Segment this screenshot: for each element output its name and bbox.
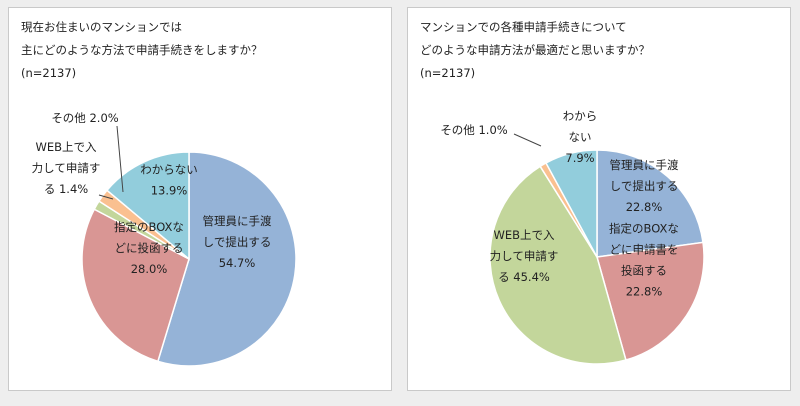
slice-label-line: その他 1.0%	[440, 123, 507, 137]
slice-label-line: その他 2.0%	[51, 111, 118, 125]
chart-panel-left: 現在お住まいのマンションでは 主にどのような方法で申請手続きをしますか？ (n=…	[8, 7, 392, 391]
pie-slice	[156, 151, 297, 367]
slice-label-line: わから	[563, 109, 598, 123]
slice-label-line: 13.9%	[151, 184, 188, 198]
pie-slice	[105, 151, 190, 261]
chart-subtitle: (n=2137)	[21, 66, 77, 80]
pie-chart-right: 管理員に手渡しで提出する 22.8% 指定のBOXなどに申請書を投函する 22.8% W…	[440, 109, 705, 365]
slice-label-line: 指定のBOXな	[609, 222, 679, 236]
slice-label-line: しで提出する	[203, 235, 272, 249]
slice-label-line: わからない	[140, 163, 198, 177]
slice-label-line: 7.9%	[565, 151, 594, 165]
leader-line	[98, 194, 114, 200]
pie-slice	[81, 208, 190, 363]
slice-label-line: 22.8%	[626, 200, 663, 214]
slice-label-line: WEB上で入	[493, 228, 555, 242]
slice-label-line: 管理員に手渡	[610, 158, 679, 172]
slice-label-line: 力して申請す	[490, 249, 559, 263]
slice-label-line: どに投函する	[115, 241, 184, 255]
chart-title-line: 主にどのような方法で申請手続きをしますか？	[21, 43, 263, 57]
slice-label-line: 指定のBOXな	[114, 220, 184, 234]
chart-title-line: どのような申請方法が最適だと思いますか？	[420, 43, 650, 57]
slice-label-line: る 1.4%	[44, 182, 88, 196]
slice-label: その他 1.0%	[440, 123, 507, 137]
chart-panel-right: マンションでの各種申請手続きについて どのような申請方法が最適だと思いますか？ …	[407, 7, 791, 391]
chart-title-right: マンションでの各種申請手続きについて どのような申請方法が最適だと思いますか？ …	[420, 16, 780, 85]
slice-label-line: る 45.4%	[498, 270, 550, 284]
slice-label: 指定のBOXなどに申請書を投函する 22.8%	[609, 222, 679, 299]
slice-label: 指定のBOXなどに投函する 28.0%	[114, 220, 184, 276]
slice-label: わからない 13.9%	[140, 163, 198, 198]
leader-line	[116, 125, 124, 193]
slice-label-line: しで提出する	[610, 179, 679, 193]
slice-label-line: 力して申請す	[32, 161, 101, 175]
slice-label-line: 28.0%	[131, 262, 168, 276]
chart-title-line: 現在お住まいのマンションでは	[21, 20, 182, 34]
slice-label-line: 22.8%	[626, 285, 663, 299]
slice-label: その他 2.0%	[51, 111, 118, 125]
slice-label-line: 管理員に手渡	[203, 214, 272, 228]
leader-line	[513, 133, 542, 147]
slice-label: WEB上で入力して申請する 45.4%	[490, 228, 559, 284]
slice-label: 管理員に手渡しで提出する 54.7%	[203, 214, 272, 270]
chart-title-left: 現在お住まいのマンションでは 主にどのような方法で申請手続きをしますか？ (n=…	[21, 16, 381, 85]
slice-label: 管理員に手渡しで提出する 22.8%	[610, 158, 679, 214]
pie-slice	[544, 149, 598, 258]
slice-label-line: どに申請書を	[610, 243, 679, 257]
chart-title-line: マンションでの各種申請手続きについて	[420, 20, 627, 34]
slice-label-line: ない	[569, 130, 592, 144]
pie-chart-left: 管理員に手渡しで提出する 54.7% 指定のBOXなどに投函する 28.0% WEB上で…	[32, 111, 297, 367]
slice-label: WEB上で入力して申請する 1.4%	[32, 140, 101, 196]
slice-label-line: 54.7%	[219, 256, 256, 270]
slice-label: わからない 7.9%	[563, 109, 598, 165]
chart-subtitle: (n=2137)	[420, 66, 476, 80]
pie-slice	[596, 149, 704, 258]
pie-slice	[489, 165, 627, 365]
pie-slice	[596, 241, 705, 361]
slice-label-line: WEB上で入	[35, 140, 97, 154]
slice-label-line: 投函する	[621, 264, 667, 278]
